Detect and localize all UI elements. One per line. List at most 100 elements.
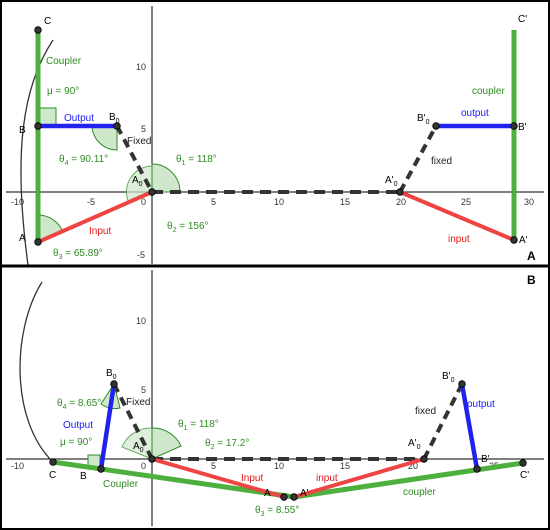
panel-a-label-output-left: Output bbox=[64, 113, 94, 124]
panel-b-label-a0: A0 bbox=[133, 441, 144, 454]
panel-a-label-b-prime: B' bbox=[518, 122, 527, 133]
panel-a-theta1-label: θ1 = 118° bbox=[176, 154, 217, 167]
panel-b-theta1-label: θ1 = 118° bbox=[178, 419, 219, 432]
panel-a-y-ticks: 10 5 -5 bbox=[136, 62, 146, 260]
panel-a-label-a0: A0 bbox=[132, 175, 143, 188]
panel-a-point-b bbox=[34, 122, 42, 130]
tick-label: -10 bbox=[11, 197, 24, 207]
panel-b-label-coupler-right: coupler bbox=[403, 487, 436, 498]
panel-a: -10 -5 0 5 10 15 20 25 30 10 5 -5 bbox=[6, 6, 544, 266]
panel-b-label-c: C bbox=[49, 470, 56, 481]
panel-b-theta4-label: θ4 = 8.65° bbox=[57, 398, 101, 411]
panel-a-x-ticks: -10 -5 0 5 10 15 20 25 30 bbox=[11, 197, 534, 207]
panel-a-label-input-right: input bbox=[448, 234, 470, 245]
tick-label: 0 bbox=[141, 461, 146, 471]
tick-label: 10 bbox=[136, 316, 146, 326]
panel-b: -10 -5 0 5 10 15 20 25 10 5 bbox=[6, 270, 544, 526]
panel-b-point-b0 bbox=[110, 380, 118, 388]
panel-a-trace-curve bbox=[20, 39, 54, 266]
panel-a-label-input-left: Input bbox=[89, 226, 111, 237]
panel-b-point-c-prime bbox=[519, 459, 527, 467]
panel-b-point-a0-prime bbox=[420, 455, 428, 463]
tick-label: 15 bbox=[340, 461, 350, 471]
panel-a-point-a0-prime bbox=[396, 188, 404, 196]
panel-b-input-right bbox=[293, 457, 425, 499]
panel-a-tag: A bbox=[527, 249, 536, 263]
panel-b-tag: B bbox=[527, 273, 536, 287]
panel-a-label-c: C bbox=[44, 16, 51, 27]
tick-label: 25 bbox=[461, 197, 471, 207]
panel-b-label-input-right: input bbox=[316, 473, 338, 484]
panel-a-point-c bbox=[34, 26, 42, 34]
panel-a-label-c-prime: C' bbox=[518, 14, 527, 25]
tick-label: -5 bbox=[137, 250, 145, 260]
tick-label: 10 bbox=[274, 461, 284, 471]
panel-b-label-output-right: output bbox=[467, 399, 495, 410]
panel-b-label-output-left: Output bbox=[63, 420, 93, 431]
panel-a-label-b0: B0 bbox=[109, 112, 120, 125]
panel-b-theta2-arc bbox=[121, 427, 153, 460]
panel-b-label-b: B bbox=[80, 471, 87, 482]
tick-label: 20 bbox=[408, 461, 418, 471]
panel-b-input-left bbox=[151, 457, 285, 499]
panel-b-point-c bbox=[49, 458, 57, 466]
panel-a-point-a-prime bbox=[510, 236, 518, 244]
panel-a-label-coupler-left: Coupler bbox=[46, 56, 82, 67]
panel-a-label-b0-prime: B'0 bbox=[417, 113, 430, 126]
tick-label: 15 bbox=[340, 197, 350, 207]
panel-a-label-coupler-right: coupler bbox=[472, 86, 505, 97]
panel-b-point-a-prime bbox=[290, 493, 298, 501]
panel-b-theta3-label: θ3 = 8.55° bbox=[255, 505, 299, 518]
panel-a-point-b0-prime bbox=[432, 122, 440, 130]
panel-b-label-c-prime: C' bbox=[520, 470, 529, 481]
panel-b-output-right bbox=[459, 383, 480, 470]
panel-a-label-a-prime: A' bbox=[519, 235, 528, 246]
panel-b-coupler-left bbox=[52, 459, 295, 500]
tick-label: 10 bbox=[274, 197, 284, 207]
panel-a-theta3-label: θ3 = 65.89° bbox=[53, 248, 103, 261]
panel-a-input-right bbox=[399, 190, 515, 242]
panel-b-y-ticks: 10 5 bbox=[136, 316, 146, 395]
tick-label: 5 bbox=[211, 197, 216, 207]
panel-b-label-a0-prime: A'0 bbox=[408, 438, 421, 451]
panel-a-input-left bbox=[37, 190, 153, 244]
panel-a-point-b-prime bbox=[510, 122, 518, 130]
panel-b-coupler-right bbox=[293, 460, 524, 500]
panel-b-output-left bbox=[98, 383, 117, 470]
panel-b-label-fixed-left: Fixed bbox=[126, 397, 150, 408]
tick-label: 30 bbox=[524, 197, 534, 207]
panel-a-fixed-right bbox=[398, 125, 438, 193]
panel-a-point-a0 bbox=[148, 188, 156, 196]
panel-b-label-coupler-left: Coupler bbox=[103, 479, 139, 490]
panel-b-label-b0-prime: B'0 bbox=[442, 371, 455, 384]
panel-a-point-a bbox=[34, 238, 42, 246]
panel-a-theta4-label: θ4 = 90.11° bbox=[59, 154, 108, 167]
panel-b-label-a: A bbox=[264, 488, 271, 499]
panel-b-label-b0: B0 bbox=[106, 368, 117, 381]
panel-a-label-fixed-left: Fixed bbox=[127, 136, 151, 147]
panel-a-point-b0 bbox=[113, 122, 121, 130]
panel-a-label-b: B bbox=[19, 125, 26, 136]
tick-label: 10 bbox=[136, 62, 146, 72]
panel-b-trace-curve bbox=[19, 281, 54, 463]
panel-a-label-a0-prime: A'0 bbox=[385, 175, 398, 188]
tick-label: 5 bbox=[141, 385, 146, 395]
panel-b-point-a bbox=[280, 493, 288, 501]
panel-a-label-output-right: output bbox=[461, 108, 489, 119]
panel-a-theta2-arc bbox=[125, 165, 153, 202]
tick-label: 5 bbox=[211, 461, 216, 471]
panel-b-label-b-prime: B' bbox=[481, 454, 490, 465]
panel-b-point-b0-prime bbox=[458, 380, 466, 388]
panel-a-fixed-left bbox=[115, 125, 154, 193]
panel-a-mu-right-angle bbox=[37, 107, 57, 127]
tick-label: 5 bbox=[141, 124, 146, 134]
panel-b-label-input-left: Input bbox=[241, 473, 263, 484]
panel-b-mu-label: μ = 90° bbox=[60, 437, 92, 448]
panel-a-label-a: A bbox=[19, 233, 26, 244]
tick-label: 20 bbox=[396, 197, 406, 207]
panel-b-point-b-prime bbox=[473, 465, 481, 473]
panel-a-mu-label: μ = 90° bbox=[47, 86, 79, 97]
panel-a-theta2-label: θ2 = 156° bbox=[167, 221, 209, 234]
panel-b-theta2-label: θ2 = 17.2° bbox=[205, 438, 249, 451]
